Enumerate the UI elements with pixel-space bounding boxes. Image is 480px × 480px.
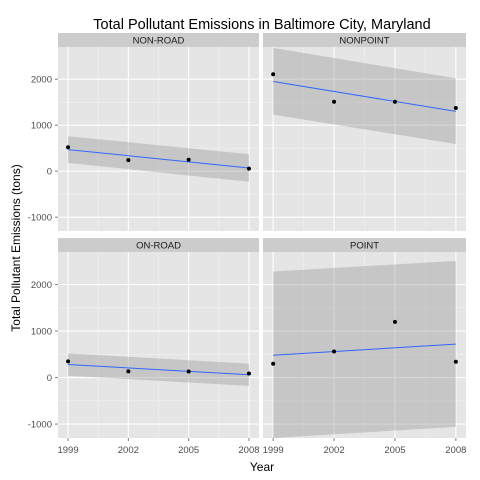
data-point <box>392 319 397 324</box>
x-tick-label: 2002 <box>118 445 139 456</box>
trend-line <box>273 81 456 112</box>
facet-strip <box>58 238 259 252</box>
data-point <box>66 359 71 364</box>
y-tick-label: 2000 <box>31 75 52 86</box>
x-tick-label: 2005 <box>384 445 405 456</box>
data-point <box>453 106 458 111</box>
x-tick-label: 2008 <box>445 445 466 456</box>
y-tick-label: 1000 <box>31 327 52 338</box>
y-tick-label: 2000 <box>31 280 52 291</box>
facet-strip-label: NON-ROAD <box>133 36 185 47</box>
trend-line <box>273 343 456 356</box>
x-tick-label: 2002 <box>323 445 344 456</box>
y-tick-label: -1000 <box>28 213 52 224</box>
data-point <box>246 166 251 171</box>
data-point <box>392 99 397 104</box>
facet-nonpoint: NONPOINT <box>263 33 466 231</box>
x-tick-label: 2005 <box>178 445 199 456</box>
y-axis-title: Total Pollutant Emissions (tons) <box>9 164 23 331</box>
facet-strip <box>263 33 466 47</box>
facet-strip <box>263 238 466 252</box>
facet-strip <box>58 33 259 47</box>
facet-strip-label: POINT <box>350 241 379 252</box>
chart-title: Total Pollutant Emissions in Baltimore C… <box>93 17 430 33</box>
y-tick-label: 0 <box>47 167 52 178</box>
data-point <box>186 157 191 162</box>
x-tick-label: 2008 <box>238 445 259 456</box>
data-point <box>453 359 458 364</box>
data-point <box>126 369 131 374</box>
x-tick-label: 1999 <box>57 445 78 456</box>
data-point <box>332 99 337 104</box>
data-point <box>246 371 251 376</box>
data-point <box>66 145 71 150</box>
facet-strip-label: NONPOINT <box>339 36 389 47</box>
data-point <box>126 158 131 163</box>
data-point <box>186 369 191 374</box>
x-axis-title: Year <box>250 460 274 474</box>
trend-line <box>67 149 250 169</box>
y-tick-label: 0 <box>47 373 52 384</box>
data-point <box>271 72 276 77</box>
facet-strip-label: ON-ROAD <box>136 241 181 252</box>
facet-non-road: NON-ROAD -1000 0 1000 2000 <box>28 33 259 231</box>
data-point <box>332 349 337 354</box>
data-point <box>271 361 276 366</box>
x-tick-label: 1999 <box>263 445 284 456</box>
facet-point: POINT 1999 2002 2005 2008 <box>263 238 466 456</box>
facet-on-road: ON-ROAD -1000 0 1000 2000 1999 2002 2005 2008 <box>28 238 260 456</box>
panels: NON-ROAD -1000 0 1000 2000 NONPOINT ON-ROAD -10… <box>28 33 466 456</box>
y-tick-label: -1000 <box>28 420 52 431</box>
y-tick-label: 1000 <box>31 121 52 132</box>
trend-line <box>68 364 249 376</box>
